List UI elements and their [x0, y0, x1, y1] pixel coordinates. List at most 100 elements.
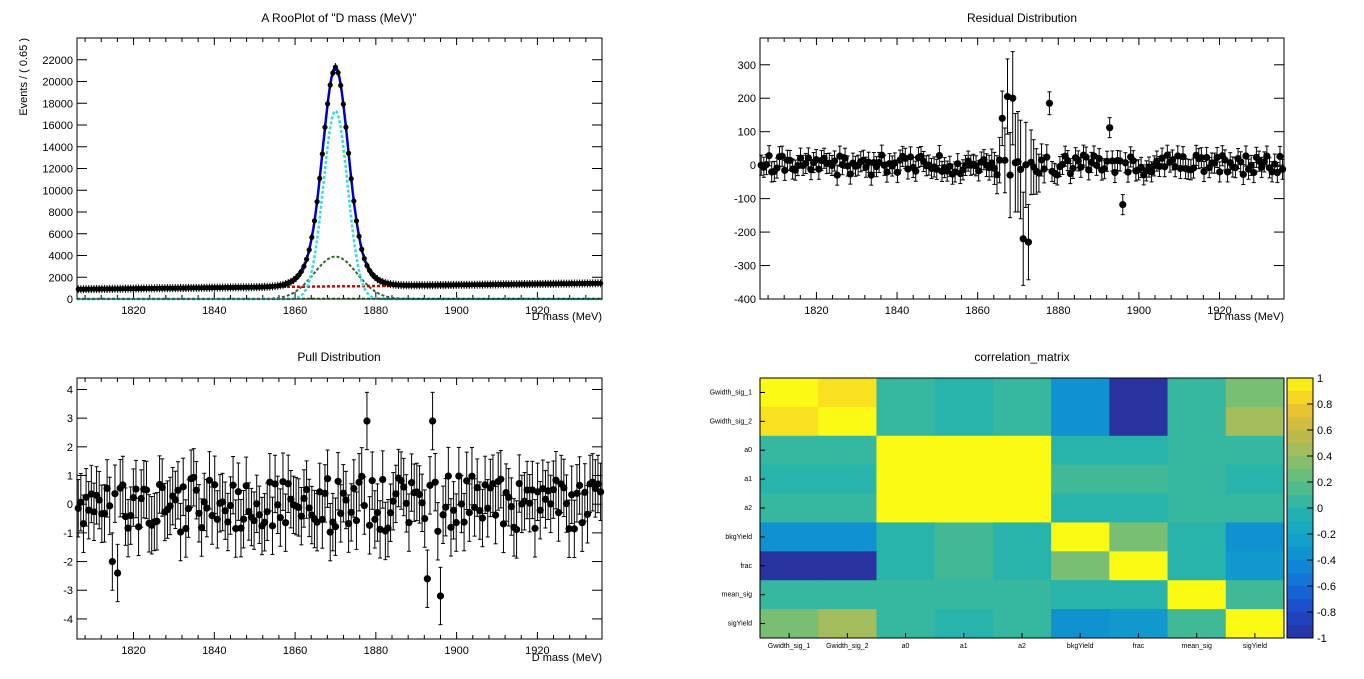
pull-data-point	[260, 518, 269, 526]
correlation-cell	[876, 435, 936, 466]
pull-x-tick-label: 1880	[364, 645, 388, 657]
pull-data-point	[176, 528, 185, 536]
rooplot-x-tick-label: 1860	[283, 305, 307, 317]
correlation-cell	[992, 406, 1052, 437]
correlation-cell	[1051, 493, 1110, 523]
residual-data-point	[867, 171, 875, 179]
correlation-col-label: Gwidth_sig_2	[826, 643, 869, 650]
colorbar-tick-label: 1	[1317, 373, 1323, 385]
residual-data-point	[1247, 161, 1255, 170]
pull-data-point	[195, 509, 203, 517]
pull-data-point	[470, 503, 479, 512]
pull-data-point	[484, 504, 492, 512]
colorbar-tick-label: -0.8	[1317, 607, 1336, 619]
colorbar-band	[1287, 391, 1313, 405]
pull-data-point	[334, 477, 342, 485]
rooplot-x-axis-label: D mass (MeV)	[532, 311, 602, 323]
residual-data-point	[1045, 99, 1054, 107]
residual-data-point	[1216, 168, 1224, 176]
pull-y-tick-label: 3	[67, 413, 73, 425]
rooplot-data-point	[311, 218, 318, 224]
pull-data-point	[108, 557, 116, 566]
pull-data-point	[344, 520, 353, 528]
correlation-cell	[1225, 435, 1285, 466]
correlation-cell	[1167, 378, 1227, 408]
pull-data-point	[355, 478, 363, 486]
residual-data-point	[996, 156, 1004, 164]
correlation-cell	[934, 580, 994, 610]
pull-data-point	[184, 505, 193, 513]
correlation-cell	[1225, 522, 1285, 552]
residual-data-point	[1040, 165, 1048, 173]
pull-data-point	[497, 475, 505, 483]
pull-data-point	[541, 495, 550, 503]
pull-data-point	[171, 496, 179, 504]
rooplot-y-tick-label: 10000	[42, 185, 73, 197]
correlation-cell	[992, 464, 1052, 495]
pull-data-point	[505, 493, 513, 501]
correlation-row-label: bkgYield	[725, 534, 752, 541]
colorbar-band	[1287, 508, 1313, 522]
pull-data-point	[205, 476, 214, 484]
residual-data-point	[1100, 165, 1109, 173]
pull-x-axis-label: D mass (MeV)	[532, 652, 602, 664]
pull-data-point	[326, 528, 334, 536]
correlation-col-label: bkgYield	[1067, 643, 1094, 650]
pull-data-point	[512, 525, 521, 534]
pull-data-point	[255, 511, 263, 519]
pull-x-tick-label: 1920	[525, 645, 549, 657]
pull-data-point	[552, 476, 560, 484]
rooplot-title: A RooPlot of "D mass (MeV)"	[261, 11, 416, 25]
rooplot-data-point	[317, 175, 323, 181]
correlation-cell	[1167, 522, 1227, 552]
correlation-row-label: a1	[744, 476, 752, 483]
residual-data-point	[1082, 153, 1090, 161]
pull-data-point	[570, 525, 578, 533]
rooplot-panel: A RooPlot of "D mass (MeV)" Events / ( 0…	[18, 11, 604, 323]
residual-data-point	[1074, 157, 1082, 165]
residual-data-point	[1124, 168, 1132, 176]
residual-data-point	[865, 158, 873, 166]
pull-data-point	[526, 499, 534, 507]
residual-data-point	[1064, 156, 1072, 165]
colorbar-band	[1287, 417, 1313, 431]
pull-data-point	[352, 517, 361, 525]
residual-data-point	[1129, 157, 1137, 165]
residual-x-tick-label: 1900	[1127, 305, 1151, 317]
correlation-row-label: frac	[740, 563, 752, 570]
residual-data-point	[1250, 168, 1258, 177]
correlation-cell	[760, 464, 819, 495]
residual-y-tick-label: 100	[738, 127, 756, 139]
pull-data-point	[562, 500, 571, 508]
correlation-row-label: mean_sig	[722, 592, 752, 599]
residual-data-point	[1239, 170, 1247, 179]
colorbar-band	[1287, 573, 1313, 587]
rooplot-y-tick-label: 20000	[42, 77, 73, 89]
pull-data-point	[397, 476, 405, 485]
colorbar-band	[1287, 599, 1313, 613]
pull-data-point	[339, 489, 347, 497]
pull-data-point	[203, 504, 211, 512]
pull-data-point	[421, 514, 429, 523]
pull-data-point	[95, 496, 103, 504]
residual-x-tick-label: 1920	[1207, 305, 1231, 317]
colorbar-tick-label: 0.6	[1317, 425, 1332, 437]
pull-data-point	[239, 515, 248, 523]
pull-data-point	[565, 525, 573, 533]
colorbar-band	[1287, 430, 1313, 444]
pull-data-point	[400, 483, 408, 491]
residual-data-point	[1137, 163, 1145, 171]
rooplot-y-tick-label: 22000	[42, 55, 73, 67]
residual-x-tick-label: 1820	[804, 305, 828, 317]
pull-data-point	[229, 481, 237, 489]
correlation-col-label: frac	[1133, 643, 1145, 650]
correlation-cell	[760, 551, 819, 581]
pull-data-point	[174, 486, 182, 494]
rooplot-data-point	[296, 272, 302, 278]
pull-data-point	[268, 522, 277, 530]
pull-x-tick-label: 1820	[121, 645, 145, 657]
correlation-cell	[1167, 464, 1227, 495]
correlation-cell	[876, 551, 936, 581]
residual-data-point	[1163, 151, 1171, 159]
pull-data-point	[218, 498, 227, 506]
